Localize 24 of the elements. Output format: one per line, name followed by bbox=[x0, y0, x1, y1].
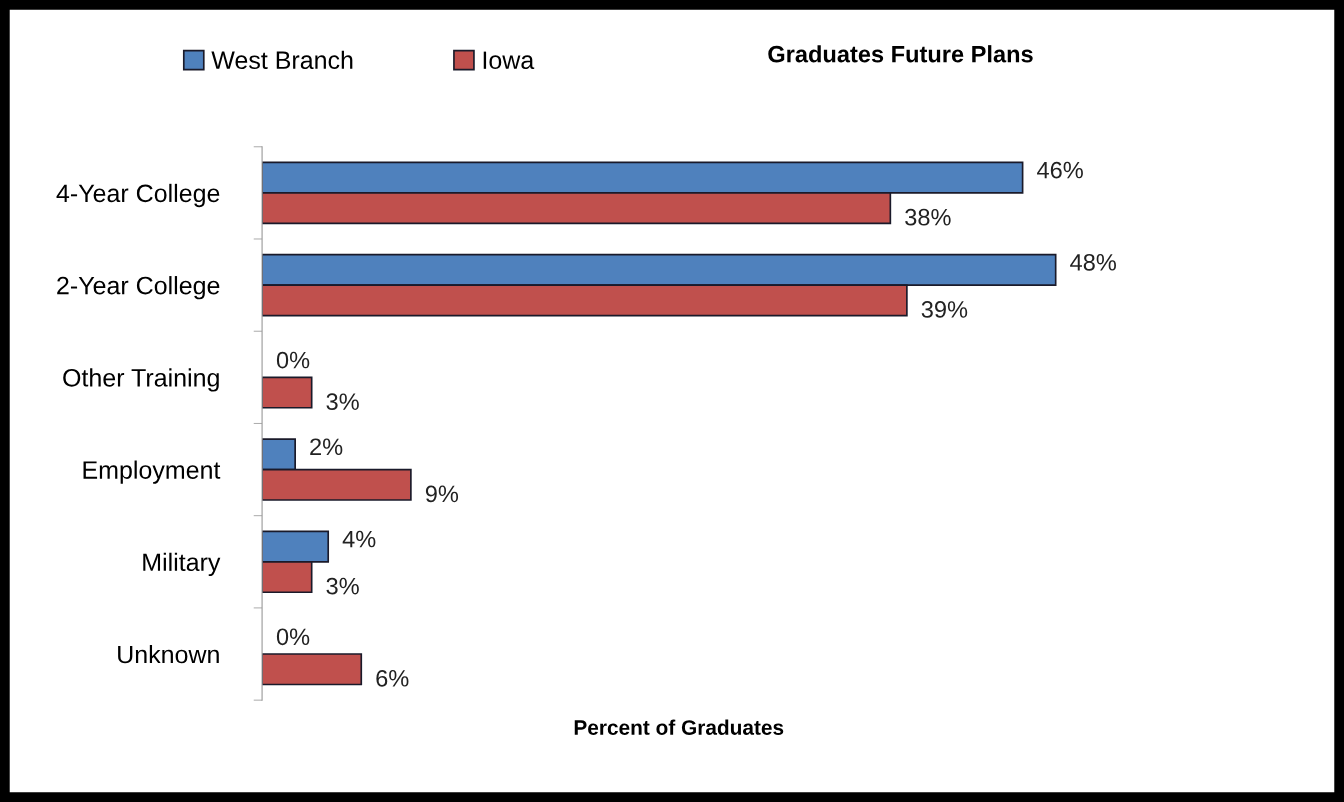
legend-label: West Branch bbox=[211, 50, 353, 70]
data-label: 2% bbox=[310, 438, 343, 456]
data-label: 38% bbox=[905, 208, 951, 226]
y-tick-label: 2-Year College bbox=[57, 276, 220, 300]
data-label: 9% bbox=[425, 485, 459, 503]
chart-title: Graduates Future Plans bbox=[768, 45, 1033, 63]
data-label: 48% bbox=[1070, 253, 1116, 271]
legend-label: Iowa bbox=[483, 51, 535, 70]
y-tick-label: 4-Year College bbox=[56, 183, 220, 208]
data-label: 6% bbox=[376, 669, 409, 687]
bar bbox=[262, 376, 313, 409]
data-label: 3% bbox=[326, 393, 359, 411]
data-label: 39% bbox=[921, 301, 968, 318]
bar bbox=[262, 653, 363, 686]
y-tick-label: Employment bbox=[83, 460, 221, 484]
data-label: 0% bbox=[276, 628, 310, 646]
y-tick-label: Other Training bbox=[63, 368, 219, 392]
data-label: 3% bbox=[326, 577, 359, 595]
data-label: 4% bbox=[342, 530, 376, 548]
data-label: 0% bbox=[276, 351, 310, 369]
y-tick-label: Unknown bbox=[118, 644, 219, 664]
y-tick-label: Military bbox=[143, 552, 221, 577]
data-label: 46% bbox=[1037, 161, 1083, 179]
x-axis-title: Percent of Graduates bbox=[574, 719, 784, 735]
